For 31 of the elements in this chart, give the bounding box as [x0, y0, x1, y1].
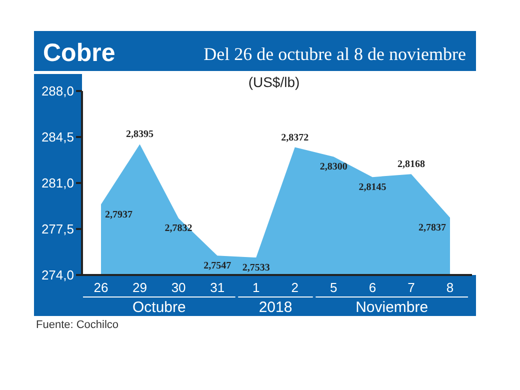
data-label: 2,8300 — [320, 162, 348, 173]
data-label: 2,7533 — [242, 262, 270, 274]
x-tick-label: 5 — [330, 280, 338, 295]
x-tick-label: 31 — [210, 280, 225, 295]
y-tick-label: 284,5 — [41, 130, 74, 145]
y-tick-label: 277,5 — [41, 222, 74, 237]
text: Octubre — [132, 299, 186, 316]
text: Noviembre — [356, 299, 428, 316]
y-tick-label: 274,0 — [41, 268, 74, 283]
data-label: 2,8395 — [126, 129, 154, 140]
source-note: Fuente: Cochilco — [36, 319, 119, 331]
x-tick-label: 7 — [408, 280, 415, 295]
chart-subtitle: Del 26 de octubre al 8 de noviembre — [204, 44, 466, 64]
y-tick-label: 288,0 — [41, 84, 74, 99]
x-tick-label: 1 — [252, 280, 260, 295]
data-label: 2,7937 — [105, 209, 132, 220]
y-tick-label: 281,0 — [41, 176, 74, 191]
chart-title: Cobre — [43, 39, 116, 67]
text: 2018 — [258, 299, 292, 316]
x-tick-label: 6 — [368, 280, 376, 295]
x-tick-label: 8 — [446, 280, 454, 295]
y-axis-title: (US$/lb) — [248, 74, 300, 90]
x-tick-label: 2 — [291, 280, 299, 295]
data-label: 2,8168 — [397, 159, 425, 170]
data-label: 2,7837 — [418, 222, 446, 234]
x-tick-label: 29 — [132, 280, 148, 295]
data-label: 2,8372 — [281, 132, 309, 144]
x-tick-label: 26 — [94, 280, 108, 295]
x-tick-label: 30 — [171, 280, 186, 295]
data-label: 2,7547 — [204, 260, 232, 272]
data-label: 2,8145 — [358, 182, 386, 194]
